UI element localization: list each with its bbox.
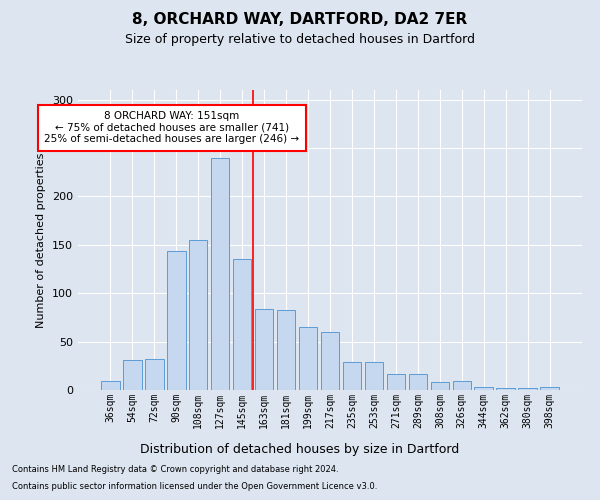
- Bar: [277, 310, 295, 390]
- Y-axis label: Number of detached properties: Number of detached properties: [37, 152, 46, 328]
- Text: Contains public sector information licensed under the Open Government Licence v3: Contains public sector information licen…: [12, 482, 377, 491]
- Text: Distribution of detached houses by size in Dartford: Distribution of detached houses by size …: [140, 442, 460, 456]
- Bar: [101, 382, 119, 390]
- Bar: [496, 388, 515, 390]
- Text: Size of property relative to detached houses in Dartford: Size of property relative to detached ho…: [125, 32, 475, 46]
- Bar: [299, 327, 317, 390]
- Bar: [386, 374, 405, 390]
- Text: Contains HM Land Registry data © Crown copyright and database right 2024.: Contains HM Land Registry data © Crown c…: [12, 466, 338, 474]
- Bar: [365, 362, 383, 390]
- Bar: [233, 260, 251, 390]
- Bar: [189, 240, 208, 390]
- Bar: [343, 362, 361, 390]
- Text: 8 ORCHARD WAY: 151sqm
← 75% of detached houses are smaller (741)
25% of semi-det: 8 ORCHARD WAY: 151sqm ← 75% of detached …: [44, 112, 299, 144]
- Bar: [475, 387, 493, 390]
- Bar: [255, 308, 274, 390]
- Bar: [452, 382, 471, 390]
- Bar: [409, 374, 427, 390]
- Bar: [167, 250, 185, 390]
- Bar: [320, 332, 340, 390]
- Bar: [211, 158, 229, 390]
- Bar: [145, 359, 164, 390]
- Bar: [541, 387, 559, 390]
- Bar: [518, 388, 537, 390]
- Bar: [431, 382, 449, 390]
- Text: 8, ORCHARD WAY, DARTFORD, DA2 7ER: 8, ORCHARD WAY, DARTFORD, DA2 7ER: [133, 12, 467, 28]
- Bar: [123, 360, 142, 390]
